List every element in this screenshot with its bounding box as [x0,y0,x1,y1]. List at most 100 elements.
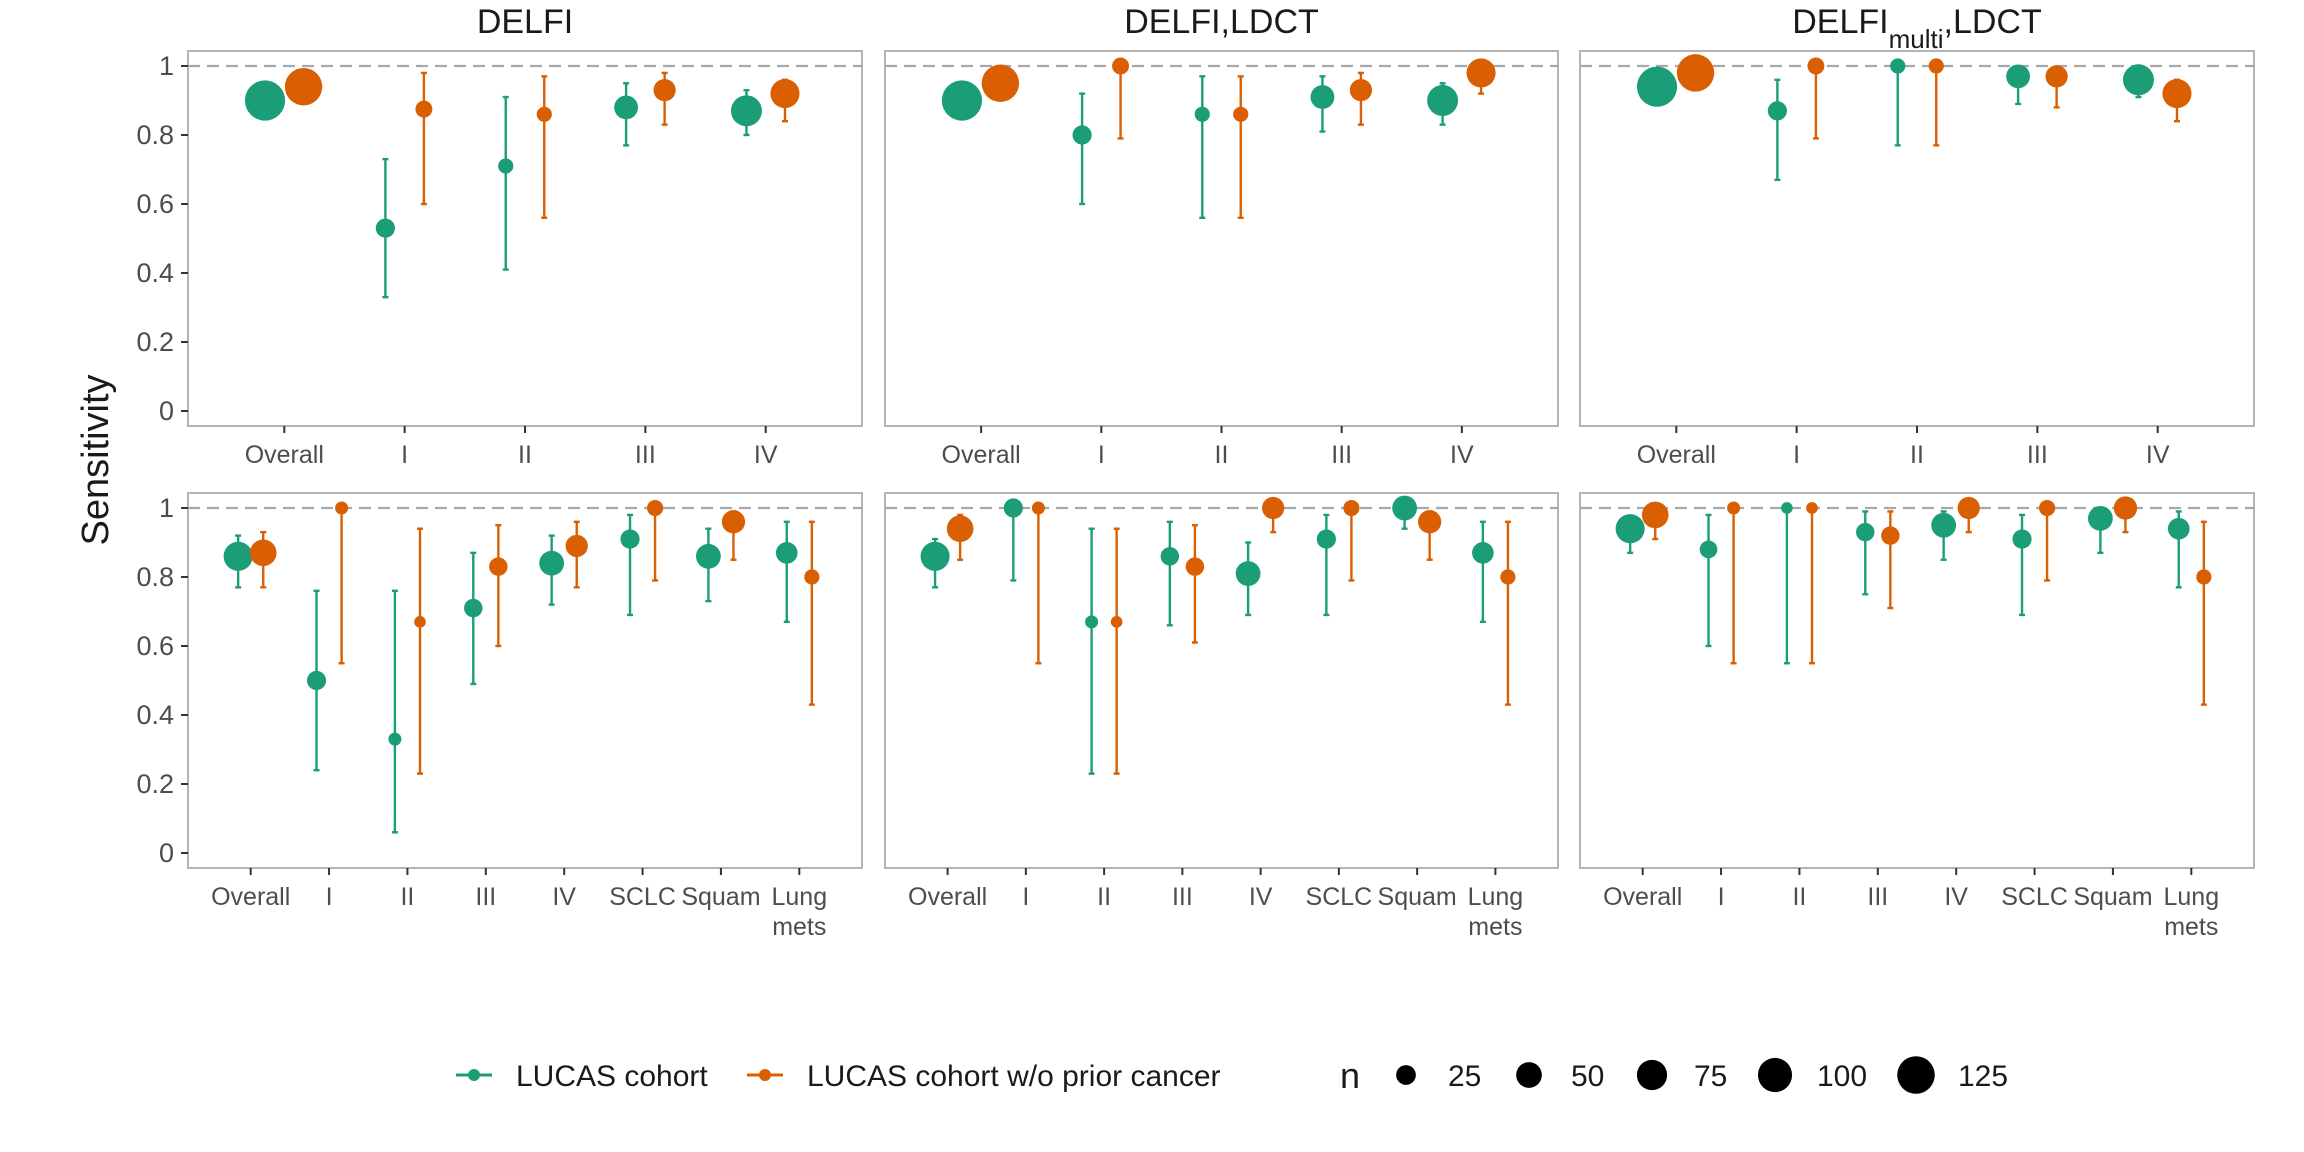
data-point [614,95,639,120]
data-point [981,64,1020,102]
data-point [804,569,820,585]
data-point [223,541,253,571]
x-tick-label: II [400,883,414,911]
y-tick-label: 0 [159,396,174,426]
x-tick-label: Overall [1603,883,1682,911]
legend-size-label: 75 [1694,1060,1727,1093]
legend-size-point [1757,1057,1793,1093]
data-point [1233,106,1249,122]
data-point [946,515,974,543]
x-tick-label: IV [1944,883,1968,911]
data-point [1072,125,1092,145]
x-tick-label: Overall [908,883,987,911]
legend-size-point [1516,1062,1542,1088]
data-point [941,80,983,121]
data-point [244,80,286,121]
data-point [1112,57,1130,75]
data-point [653,79,676,102]
y-tick-label: 0.4 [136,258,174,288]
data-point [1427,85,1459,116]
data-point [489,557,508,576]
panel-frame [884,50,1559,427]
data-point [1235,561,1261,586]
legend-label: LUCAS cohort w/o prior cancer [807,1060,1221,1093]
data-point [1767,101,1787,121]
data-point [721,510,746,534]
data-point [335,501,349,515]
x-tick-label: Squam [681,883,760,911]
data-point [414,616,426,628]
x-tick-label: SCLC [1306,883,1373,911]
x-tick-label: Overall [1637,441,1716,469]
x-tick-label: I [326,883,333,911]
legend: LUCAS cohort LUCAS cohort w/o prior cance… [456,1055,2008,1096]
x-tick-label: IV [1249,883,1273,911]
y-tick-label: 0.8 [136,562,174,592]
data-point [920,541,950,571]
data-point [2196,569,2212,585]
panel-frame [1579,50,2255,427]
legend-label: LUCAS cohort [516,1060,708,1093]
data-point [1031,501,1045,515]
legend-point [468,1069,480,1081]
data-point [464,598,483,618]
legend-size-point [1396,1065,1416,1085]
legend-size-label: 125 [1958,1060,2008,1093]
data-point [249,539,277,567]
x-tick-label: Squam [1378,883,1457,911]
panel-title: DELFImulti,LDCT [1792,3,2042,54]
x-tick-label: II [1097,883,1111,911]
x-tick-label: IV [754,441,778,469]
data-point [1699,540,1718,559]
data-point [647,499,664,517]
legend-size-label: 50 [1571,1060,1604,1093]
data-point [1349,79,1373,102]
data-point [375,218,395,238]
x-tick-label: I [401,441,408,469]
legend-size-label: 25 [1448,1060,1481,1093]
data-point [388,732,402,746]
y-tick-label: 0.6 [136,631,174,661]
data-point [284,67,323,106]
data-point [1636,66,1678,107]
panel-4: Overall I II III IV SCLC Squam Lung mets [884,492,1559,941]
y-tick-label: 0 [159,838,174,868]
x-tick-label: Overall [942,441,1021,469]
y-tick-label: 0.6 [136,189,174,219]
data-point [1615,514,1645,544]
data-point [306,670,327,691]
data-point [1856,522,1875,542]
data-point [2012,529,2032,549]
data-point [536,106,552,122]
data-point [1085,615,1099,629]
panel-5: Overall I II III IV SCLC Squam Lung mets [1579,492,2255,941]
x-tick-label: III [635,441,656,469]
data-point [1194,106,1210,122]
data-point [1641,501,1669,529]
data-point [1472,542,1494,564]
x-tick-label: II [518,441,532,469]
x-tick-label: SCLC [609,883,676,911]
data-point [2162,79,2192,109]
legend-size-point [1636,1059,1668,1091]
x-tick-label: II [1792,883,1806,911]
y-tick-label: 0.4 [136,700,174,730]
data-point [1185,557,1205,576]
panel-frame [1579,492,2255,869]
data-point [1881,526,1900,545]
data-point [415,100,433,118]
x-tick-label: Overall [245,441,324,469]
x-tick-label: Lung mets [2163,883,2219,941]
data-point [1781,502,1793,514]
data-point [2122,64,2154,96]
data-point [1928,58,1944,74]
data-point [1418,510,1442,534]
x-tick-label: I [1022,883,1029,911]
data-point [695,543,721,569]
y-tick-label: 0.8 [136,120,174,150]
data-point [1466,58,1496,88]
x-tick-label: III [1331,441,1352,469]
